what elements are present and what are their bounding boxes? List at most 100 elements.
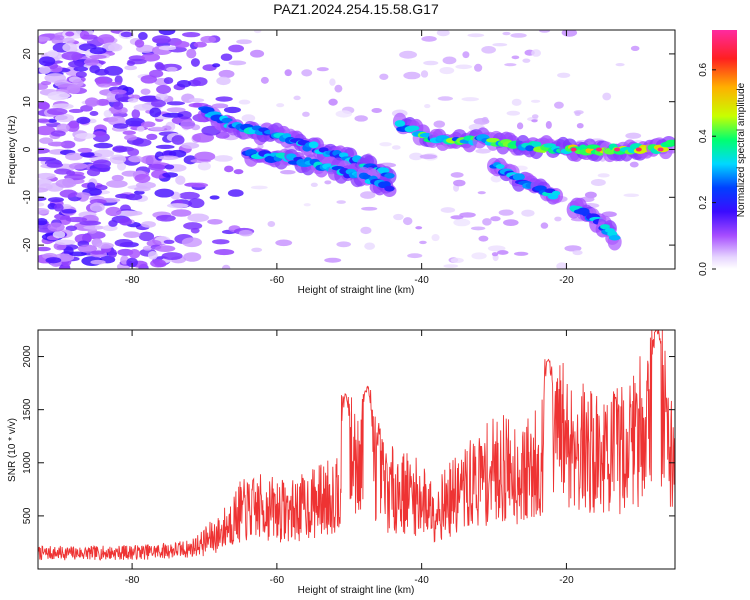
colorbar-ticks: 0.0 0.2 0.4 0.6: [698, 62, 716, 276]
spectrogram-noise-blob: [59, 189, 78, 198]
spectrogram-ridge-core: [486, 137, 500, 143]
spectrogram-noise-blob: [61, 208, 77, 214]
spectrogram-noise-blob: [62, 42, 78, 53]
spectrogram-noise-blob: [154, 245, 176, 252]
spectrogram-noise-blob: [183, 222, 203, 230]
spectrogram-noise-blob: [301, 69, 313, 77]
spectrogram-noise-blob: [419, 154, 437, 160]
spectrogram-noise-blob: [124, 65, 138, 71]
snr-marks: [38, 330, 675, 561]
spectrogram-noise-blob: [506, 110, 521, 116]
spectrogram-noise-blob: [66, 84, 81, 95]
spectrogram-ridge-core: [600, 224, 610, 230]
spectrogram-noise-blob: [481, 45, 496, 54]
spectrogram-noise-blob: [77, 147, 93, 153]
spectrogram-ridge-core: [495, 164, 505, 169]
spectrogram-noise-blob: [490, 216, 501, 222]
spectrogram-noise-blob: [55, 178, 77, 188]
spectrogram-ridge-core: [394, 120, 406, 127]
spectrogram-noise-blob: [625, 132, 642, 139]
snr-y-tick-label: 1000: [22, 451, 33, 474]
spectrogram-ridge-core: [531, 141, 542, 148]
spectrogram-noise-blob: [250, 49, 265, 58]
spectrogram-noise-blob: [182, 32, 201, 38]
spectrogram-noise-blob: [334, 84, 343, 93]
spectrogram-noise-blob: [75, 71, 87, 78]
spectrogram-noise-blob: [114, 92, 129, 102]
spectrogram-noise-blob: [166, 203, 189, 209]
spectrogram-noise-blob: [364, 242, 376, 250]
spectrogram-hot-spot: [635, 147, 642, 152]
spectrogram-y-tick-label: 0: [22, 146, 33, 152]
spectrogram-noise-blob: [89, 54, 107, 59]
spectrogram-noise-blob: [513, 251, 529, 256]
spectrogram-noise-blob: [211, 103, 229, 109]
spectrogram-noise-blob: [251, 247, 263, 253]
spectrogram-noise-blob: [433, 120, 446, 128]
spectrogram-noise-blob: [197, 162, 211, 171]
spectrogram-noise-blob: [419, 240, 427, 245]
spectrogram-noise-blob: [122, 130, 136, 135]
spectrogram-ridge-core: [551, 190, 561, 196]
spectrogram-noise-blob: [140, 74, 158, 84]
spectrogram-noise-blob: [238, 99, 251, 105]
spectrogram-noise-blob: [46, 162, 64, 168]
spectrogram-noise-blob: [156, 214, 176, 222]
spectrogram-noise-blob: [207, 218, 223, 225]
spectrogram-noise-blob: [399, 50, 418, 59]
spectrogram-noise-blob: [47, 222, 65, 232]
spectrogram-noise-blob: [260, 76, 269, 84]
spectrogram-noise-blob: [302, 111, 310, 117]
spectrogram-ridge-core: [534, 185, 547, 192]
snr-x-tick-label: -80: [125, 575, 140, 586]
spectrogram-y-tick-label: -10: [22, 190, 33, 205]
spectrogram-noise-blob: [409, 152, 423, 161]
spectrogram-noise-blob: [187, 213, 210, 222]
spectrogram-noise-blob: [190, 58, 200, 67]
spectrogram-noise-blob: [87, 182, 96, 191]
spectrogram-noise-blob: [107, 43, 123, 52]
spectrogram-noise-blob: [125, 193, 143, 201]
spectrogram-ridge-core: [406, 125, 420, 131]
spectrogram-noise-blob: [50, 130, 66, 137]
spectrogram-noise-blob: [431, 234, 440, 242]
spectrogram-noise-blob: [250, 185, 268, 190]
spectrogram-noise-blob: [54, 113, 75, 123]
spectrogram-hot-spot: [570, 147, 577, 152]
spectrogram-noise-blob: [155, 93, 169, 101]
spectrogram-noise-blob: [254, 30, 262, 34]
spectrogram-noise-blob: [471, 252, 487, 260]
spectrogram-noise-blob: [38, 207, 50, 215]
spectrogram-noise-blob: [540, 222, 549, 229]
spectrogram-noise-blob: [424, 104, 431, 109]
spectrogram-noise-blob: [38, 147, 50, 154]
spectrogram-noise-blob: [218, 69, 235, 79]
spectrogram-noise-blob: [615, 63, 625, 67]
spectrogram-ridge-core: [512, 173, 525, 181]
spectrogram-noise-blob: [590, 178, 606, 186]
spectrogram-noise-blob: [209, 195, 220, 200]
spectrogram-noise-blob: [177, 110, 192, 120]
spectrogram-noise-blob: [54, 35, 65, 41]
spectrogram-noise-blob: [176, 79, 192, 88]
spectrogram-noise-blob: [498, 209, 514, 216]
spectrogram-noise-blob: [194, 151, 216, 162]
spectrogram-noise-blob: [65, 122, 80, 133]
spectrogram-noise-blob: [215, 131, 230, 139]
spectrogram-noise-blob: [89, 202, 105, 212]
spectrogram-noise-blob: [79, 151, 95, 158]
spectrogram-noise-blob: [127, 148, 140, 157]
spectrogram-noise-blob: [38, 172, 56, 180]
spectrogram-noise-blob: [142, 245, 153, 251]
spectrogram-noise-blob: [126, 257, 138, 268]
spectrogram-noise-blob: [65, 170, 76, 176]
spectrogram-noise-blob: [124, 134, 138, 141]
spectrogram-noise-blob: [503, 219, 519, 226]
spectrogram-noise-blob: [224, 165, 234, 173]
spectrogram-noise-blob: [65, 152, 83, 161]
spectrogram-noise-blob: [212, 63, 221, 68]
spectrogram-noise-blob: [164, 164, 175, 170]
chart-title: PAZ1.2024.254.15.58.G17: [273, 1, 439, 17]
spectrogram-noise-blob: [502, 31, 511, 36]
spectrogram-noise-blob: [155, 144, 175, 149]
